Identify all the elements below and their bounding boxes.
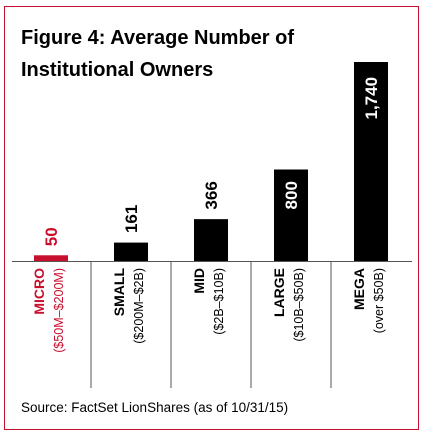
bar-small xyxy=(114,242,148,261)
category-label-micro: MICRO xyxy=(31,268,47,315)
category-range-large: ($10B–$50B) xyxy=(292,268,306,342)
category-range-mega: (over $50B) xyxy=(372,268,386,333)
category-range-micro: ($50M–$200M) xyxy=(52,268,66,353)
value-labels-group: 50 161 366 800 1,740 xyxy=(42,77,381,246)
category-label-large: LARGE xyxy=(271,268,287,317)
category-label-mid: MID xyxy=(191,268,207,294)
category-range-mid: ($2B–$10B) xyxy=(212,268,226,335)
bar-mega xyxy=(354,62,388,261)
figure-frame xyxy=(4,6,419,430)
category-range-small: ($200M–$2B) xyxy=(132,268,146,344)
value-label-small: 161 xyxy=(122,205,141,233)
source-note: Source: FactSet LionShares (as of 10/31/… xyxy=(21,400,289,415)
category-label-small: SMALL xyxy=(111,268,127,317)
bar-mid xyxy=(194,219,228,261)
bar-micro xyxy=(34,255,68,261)
chart-title: Figure 4: Average Number of Institutiona… xyxy=(21,27,295,81)
value-label-large: 800 xyxy=(282,181,301,209)
value-label-micro: 50 xyxy=(42,227,61,246)
value-label-mega: 1,740 xyxy=(362,77,381,120)
category-labels-group: MICRO ($50M–$200M) SMALL ($200M–$2B) MID ($2B… xyxy=(31,268,386,353)
value-label-mid: 366 xyxy=(202,181,221,209)
category-label-mega: MEGA xyxy=(351,268,367,310)
bars-group xyxy=(34,62,388,261)
bar-large xyxy=(274,169,308,261)
category-dividers xyxy=(90,261,332,388)
